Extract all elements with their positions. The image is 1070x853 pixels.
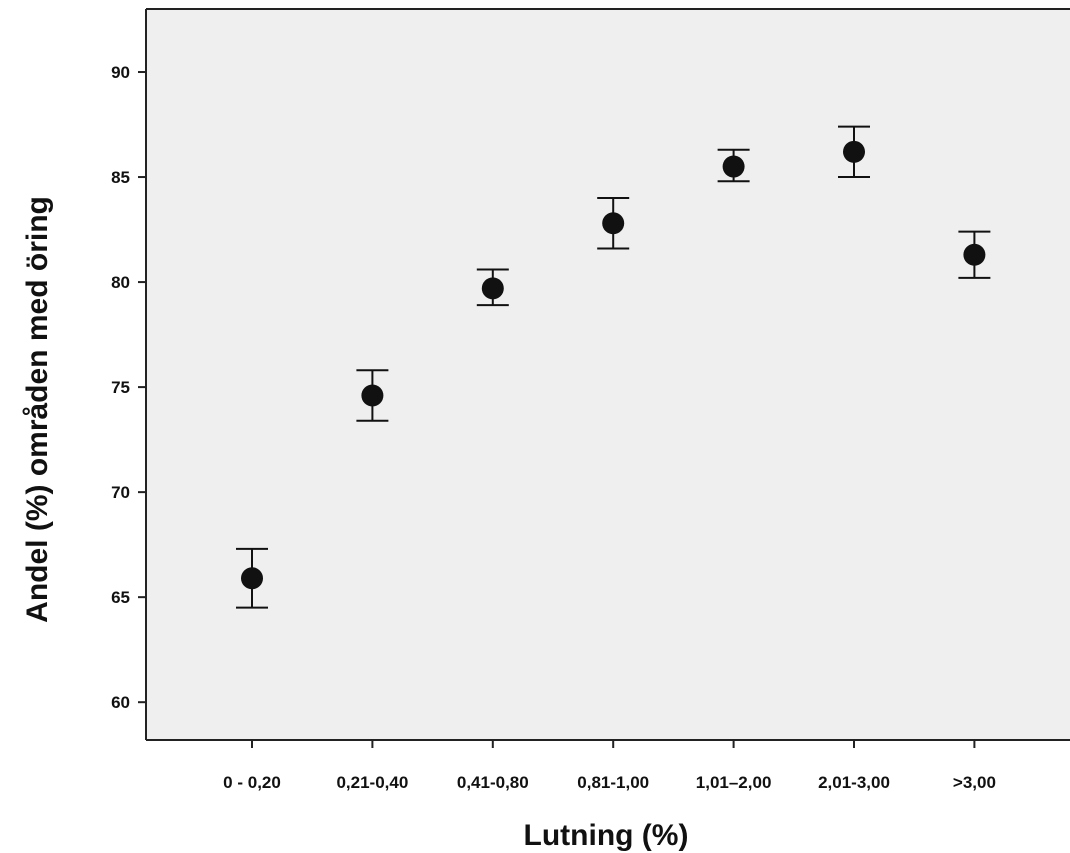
data-point [241, 567, 263, 590]
y-tick-label: 80 [111, 273, 130, 292]
error-bar-point [356, 369, 389, 422]
y-tick-label: 65 [111, 588, 130, 607]
data-point [361, 384, 384, 407]
axes [145, 8, 1070, 741]
x-tick-label: 1,01–2,00 [696, 773, 772, 792]
x-tick-label: 2,01-3,00 [818, 773, 890, 792]
x-axis-title: Lutning (%) [524, 819, 689, 852]
y-tick-label: 60 [111, 693, 130, 712]
y-tick-label: 75 [111, 378, 130, 397]
data-point [722, 155, 745, 178]
x-tick-label: 0,41-0,80 [457, 773, 529, 792]
data-point [602, 212, 625, 235]
error-bar-point [597, 197, 630, 250]
error-bar-point [717, 148, 750, 183]
x-tick-label: 0,21-0,40 [336, 773, 408, 792]
error-bar-point [958, 230, 991, 279]
data-point [481, 277, 504, 300]
x-tick-label: 0 - 0,20 [223, 773, 281, 792]
x-tick-label: >3,00 [953, 773, 996, 792]
data-point [963, 243, 986, 266]
ticks: 60 65 70 75 80 85 90 0 - 0,20 0,21-0,40 0,41-0,80… [111, 63, 996, 792]
error-bar-point [476, 268, 509, 307]
y-tick-label: 85 [111, 168, 130, 187]
y-tick-label: 90 [111, 63, 130, 82]
error-bar-point [236, 547, 268, 609]
x-tick-label: 0,81-1,00 [577, 773, 649, 792]
error-bar-point [838, 125, 870, 179]
plot-area [146, 9, 1070, 740]
y-tick-label: 70 [111, 483, 130, 502]
data-marks [236, 125, 991, 609]
data-point [843, 140, 865, 163]
y-axis-title: Andel (%) områden med öring [21, 196, 54, 623]
